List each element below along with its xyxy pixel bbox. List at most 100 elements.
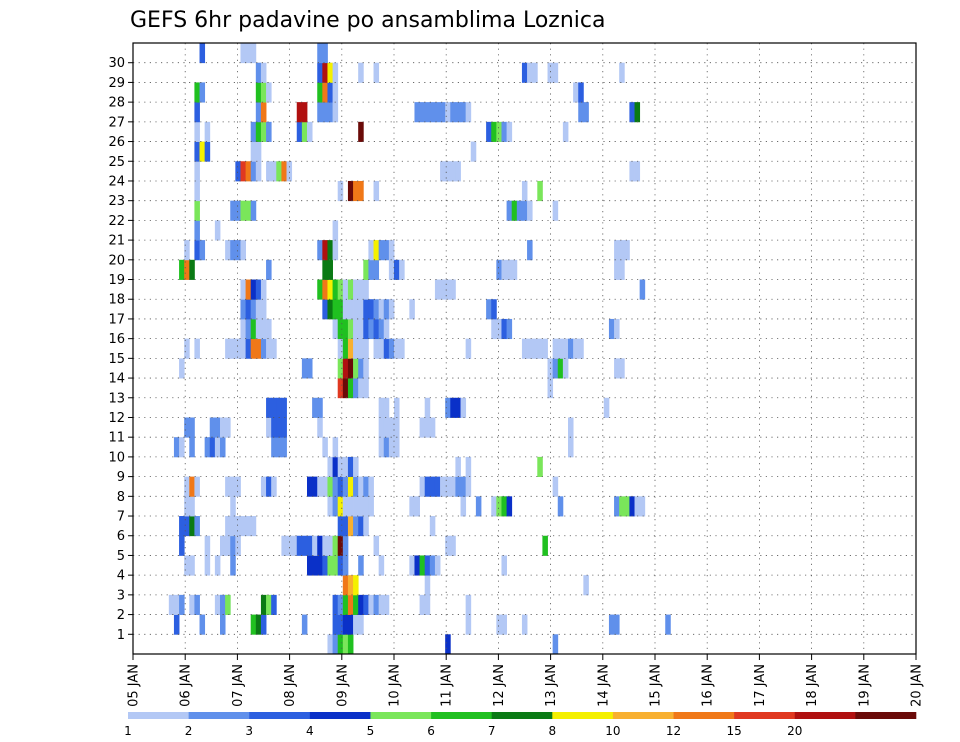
heatmap-cell xyxy=(173,594,180,615)
heatmap-cell xyxy=(358,62,364,83)
heatmap-cell xyxy=(184,338,190,359)
heatmap-cell xyxy=(639,279,646,300)
heatmap-cell xyxy=(383,437,390,458)
heatmap-cell xyxy=(358,338,364,359)
heatmap-cell xyxy=(353,299,359,320)
heatmap-cell xyxy=(419,555,426,576)
heatmap-cell xyxy=(235,516,241,537)
heatmap-cell xyxy=(363,338,369,359)
heatmap-cell xyxy=(353,476,359,497)
heatmap-cell xyxy=(347,476,354,497)
heatmap-cell xyxy=(189,555,195,576)
heatmap-cell xyxy=(337,476,344,497)
heatmap-cell xyxy=(189,476,195,497)
heatmap-cell xyxy=(255,141,262,162)
heatmap-cell xyxy=(271,338,277,359)
colorbar-label: 6 xyxy=(427,724,435,738)
heatmap-cell xyxy=(347,496,354,517)
heatmap-cell xyxy=(634,102,641,123)
heatmap-cell xyxy=(532,338,538,359)
heatmap-cell xyxy=(255,102,262,123)
heatmap-cell xyxy=(250,516,257,537)
heatmap-cell xyxy=(414,496,420,517)
heatmap-cell xyxy=(189,594,195,615)
heatmap-cell xyxy=(209,417,216,438)
y-tick-label: 8 xyxy=(117,490,125,505)
heatmap-cell xyxy=(307,555,313,576)
heatmap-cell xyxy=(445,397,451,418)
colorbar-swatch xyxy=(188,712,250,719)
y-tick-label: 5 xyxy=(117,549,125,564)
heatmap-cell xyxy=(527,338,533,359)
heatmap-cell xyxy=(307,121,313,142)
heatmap-cell xyxy=(322,299,328,320)
heatmap-cell xyxy=(434,555,441,576)
heatmap-cell xyxy=(429,476,436,497)
heatmap-cell xyxy=(445,634,451,655)
heatmap-cell xyxy=(358,614,364,635)
heatmap-cell xyxy=(317,555,323,576)
heatmap-cell xyxy=(475,496,482,517)
heatmap-cell xyxy=(260,82,267,103)
heatmap-cell xyxy=(527,200,533,221)
y-tick-label: 11 xyxy=(108,431,125,446)
heatmap-cell xyxy=(286,535,293,556)
heatmap-cell xyxy=(337,535,344,556)
colorbar-label: 2 xyxy=(185,724,193,738)
heatmap-cell xyxy=(271,437,277,458)
heatmap-cell xyxy=(470,141,477,162)
heatmap-cell xyxy=(250,121,257,142)
heatmap-cell xyxy=(353,614,359,635)
heatmap-cell xyxy=(368,259,374,280)
heatmap-cell xyxy=(388,338,395,359)
heatmap-cell xyxy=(322,43,328,64)
x-tick-label: 10 JAN xyxy=(388,664,403,707)
heatmap-cell xyxy=(347,516,354,537)
heatmap-cell xyxy=(455,456,461,478)
heatmap-cell xyxy=(496,496,502,517)
heatmap-cell xyxy=(368,496,374,517)
heatmap-cell xyxy=(332,594,339,615)
heatmap-cell xyxy=(327,82,333,103)
heatmap-cell xyxy=(317,240,323,261)
heatmap-cell xyxy=(301,614,308,635)
x-tick-label: 05 JAN xyxy=(127,664,142,707)
x-tick-label: 13 JAN xyxy=(544,664,559,707)
heatmap-cell xyxy=(445,161,451,182)
heatmap-cell xyxy=(347,299,354,320)
heatmap-cell xyxy=(552,62,559,83)
heatmap-cell xyxy=(260,62,267,83)
heatmap-cell xyxy=(440,102,446,123)
heatmap-cell xyxy=(378,299,385,320)
heatmap-cell xyxy=(240,516,246,537)
heatmap-cell xyxy=(245,161,252,182)
heatmap-cell xyxy=(542,338,548,359)
heatmap-cell xyxy=(353,496,359,517)
heatmap-cell xyxy=(342,358,349,379)
heatmap-cell xyxy=(532,62,538,83)
heatmap-cell xyxy=(614,496,620,517)
heatmap-cell xyxy=(245,299,252,320)
heatmap-cell xyxy=(260,614,267,635)
heatmap-cell xyxy=(281,437,287,458)
heatmap-cell xyxy=(511,259,518,280)
heatmap-cell xyxy=(424,102,431,123)
heatmap-cell xyxy=(281,417,287,438)
heatmap-cell xyxy=(368,318,374,340)
colorbar-label: 15 xyxy=(727,724,742,738)
heatmap-cell xyxy=(568,417,574,438)
heatmap-cell xyxy=(214,594,221,615)
heatmap-cell xyxy=(347,456,354,478)
heatmap-cell xyxy=(521,180,528,202)
heatmap-cell xyxy=(179,594,185,615)
heatmap-cell xyxy=(255,82,262,103)
y-tick-label: 13 xyxy=(108,391,125,406)
heatmap-cell xyxy=(353,180,359,202)
heatmap-cell xyxy=(245,516,252,537)
heatmap-cell xyxy=(353,378,359,399)
heatmap-cell xyxy=(557,338,564,359)
heatmap-cell xyxy=(322,259,328,280)
heatmap-cell xyxy=(255,121,262,142)
y-tick-label: 22 xyxy=(108,214,125,229)
